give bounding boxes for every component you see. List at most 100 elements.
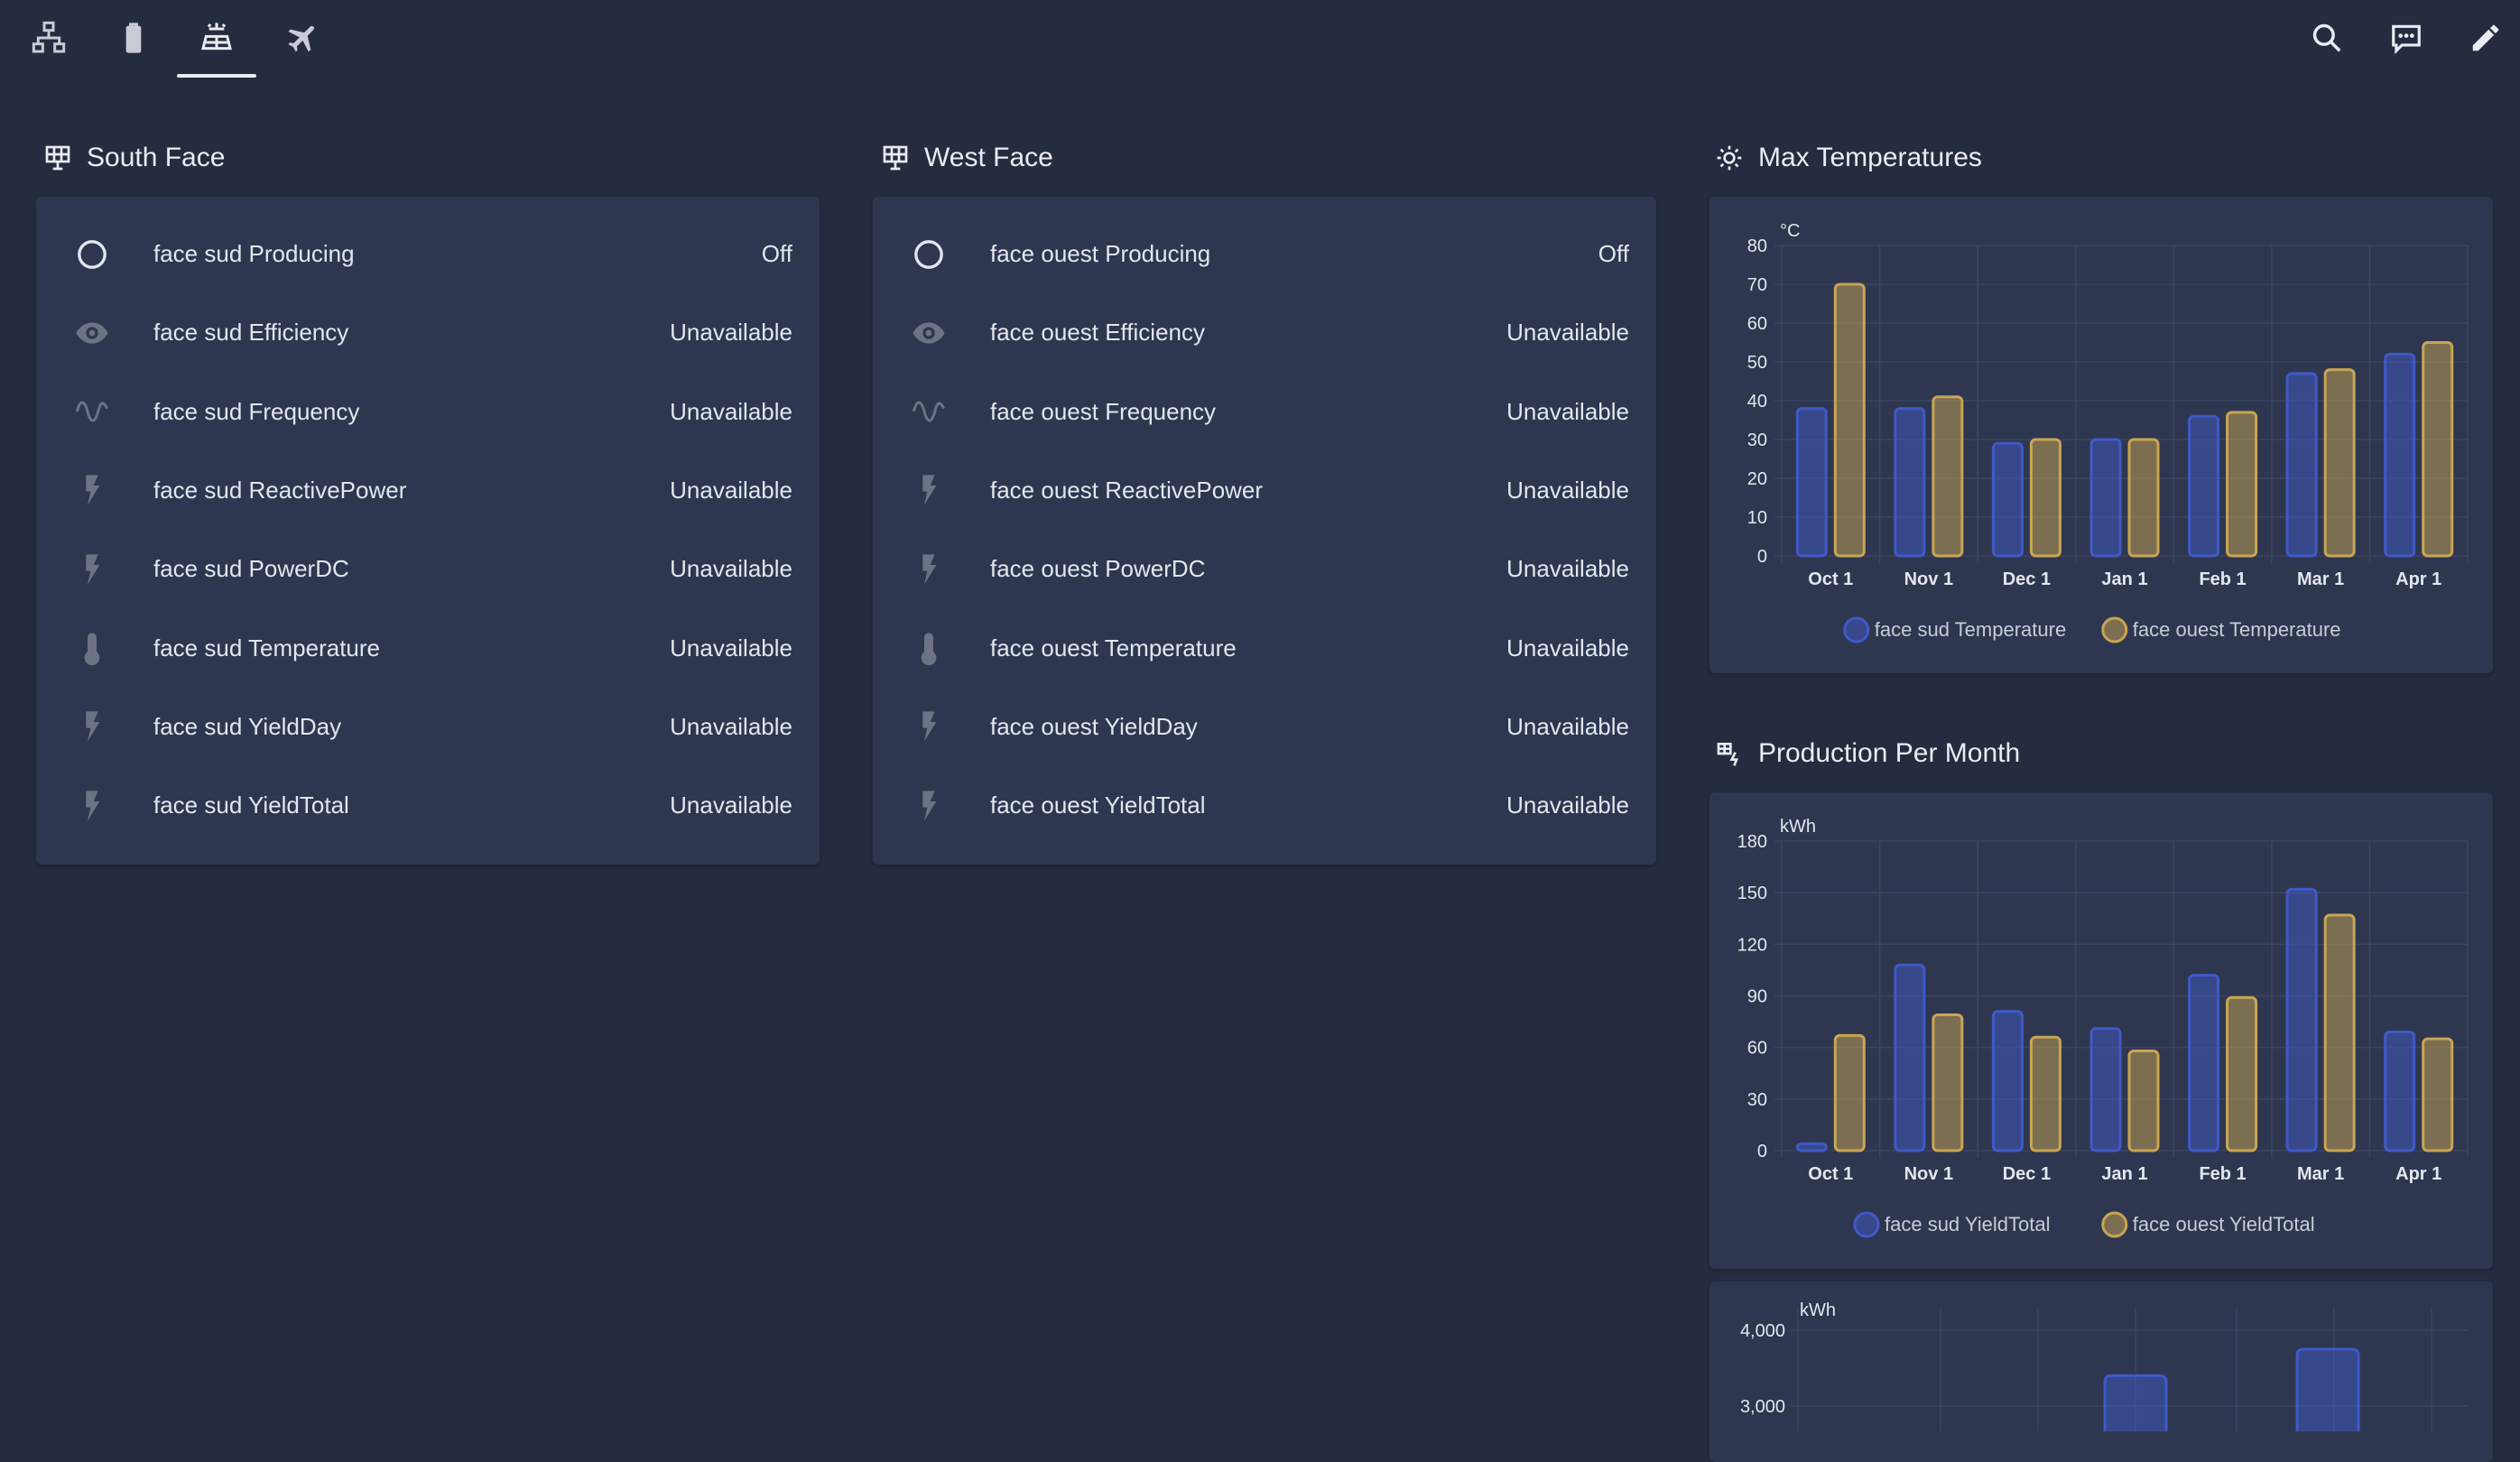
entity-row[interactable]: face ouest PowerDC Unavailable [873,530,1656,608]
legend-swatch [2101,1211,2128,1238]
bar [1932,395,1964,558]
west-face-title: West Face [881,143,1053,173]
entity-name: face ouest PowerDC [990,555,1206,583]
search-button[interactable] [2302,13,2352,63]
x-tick-label: Oct 1 [1808,1164,1853,1184]
entity-row[interactable]: face ouest YieldTotal Unavailable [873,766,1656,845]
x-tick-label: Mar 1 [2297,569,2344,589]
west-face-card: face ouest Producing Off face ouest Effici… [873,197,1656,865]
y-tick-label: 30 [1747,430,1767,450]
legend-swatch [1853,1211,1880,1238]
bar [1833,282,1866,558]
flash-icon [72,707,112,746]
flash-icon [72,550,112,589]
unit-label: °C [1780,221,1800,241]
legend-label: face sud YieldTotal [1885,1213,2050,1235]
entity-state: Unavailable [670,791,792,819]
entity-name: face ouest Temperature [990,634,1237,662]
bar [2226,411,2258,558]
y-tick-label: 50 [1747,353,1767,373]
entity-row[interactable]: face ouest Producing Off [873,215,1656,293]
bar [1795,407,1828,558]
south-face-title: South Face [43,143,225,173]
tab-airplane[interactable] [274,13,332,63]
comment-icon [2392,24,2421,55]
bar [2422,1037,2454,1152]
entity-row[interactable]: face sud Temperature Unavailable [36,609,820,688]
bar [2089,1027,2122,1152]
entity-name: face sud YieldTotal [153,791,349,819]
eye-icon [909,313,949,353]
entity-row[interactable]: face sud YieldDay Unavailable [36,688,820,766]
search-icon [2312,23,2341,52]
temperature-chart: °C 0 10 20 30 40 50 60 70 80 Oct 1 Nov 1 Dec 1 Jan 1 F… [1747,221,2469,643]
entity-state: Unavailable [1506,791,1629,819]
entity-name: face sud YieldDay [153,712,342,740]
bar [1991,441,2024,558]
temperature-chart-card: °C 0 10 20 30 40 50 60 70 80 Oct 1 Nov 1 Dec 1 Jan 1 F… [1709,197,2493,673]
entity-state: Unavailable [1506,476,1629,504]
bar [2384,352,2416,558]
top-toolbar [0,0,2520,81]
x-tick-label: Feb 1 [2199,569,2246,589]
entity-row[interactable]: face sud Producing Off [36,215,820,293]
sine-wave-icon [909,392,949,431]
y-tick-label: 40 [1747,392,1767,412]
bar [1795,1142,1828,1152]
entity-row[interactable]: face sud PowerDC Unavailable [36,530,820,608]
battery-icon [125,23,142,53]
x-tick-label: Nov 1 [1904,1164,1953,1184]
sun-thermometer-icon [1717,145,1742,171]
tab-network[interactable] [20,13,78,63]
edit-button[interactable] [2460,13,2511,63]
tab-battery[interactable] [105,13,162,63]
circle-outline-icon [909,235,949,274]
y-tick-label: 0 [1757,1142,1767,1161]
x-tick-label: Dec 1 [2003,569,2051,589]
circle-outline-icon [72,235,112,274]
entity-row[interactable]: face sud Frequency Unavailable [36,373,820,451]
entity-state: Unavailable [670,555,792,583]
bar [2188,414,2220,558]
bar [2089,438,2122,558]
entity-row[interactable]: face sud ReactivePower Unavailable [36,451,820,530]
bar [1833,1033,1866,1152]
entity-row[interactable]: face ouest Temperature Unavailable [873,609,1656,688]
legend-swatch [1843,616,1870,643]
entity-name: face sud Producing [153,240,355,267]
flash-icon [909,786,949,826]
entity-row[interactable]: face ouest Efficiency Unavailable [873,293,1656,372]
eye-icon [72,313,112,353]
x-tick-label: Nov 1 [1904,569,1953,589]
entity-name: face ouest Efficiency [990,319,1205,347]
bar [1991,1010,2024,1152]
entity-state: Unavailable [670,476,792,504]
tab-solar[interactable] [177,13,256,78]
entity-name: face sud Temperature [153,634,380,662]
entity-state: Unavailable [1506,555,1629,583]
bar [2323,913,2356,1152]
entity-name: face sud Efficiency [153,319,349,347]
comment-button[interactable] [2381,13,2432,63]
entity-state: Unavailable [1506,397,1629,425]
flash-icon [72,470,112,510]
entity-row[interactable]: face ouest Frequency Unavailable [873,373,1656,451]
bar [2188,974,2220,1152]
production-per-month-title: Production Per Month [1715,738,2020,769]
y-tick-label: 150 [1737,884,1767,903]
entity-row[interactable]: face sud Efficiency Unavailable [36,293,820,372]
entity-state: Unavailable [1506,712,1629,740]
entity-state: Off [761,240,792,267]
y-tick-label: 80 [1747,236,1767,256]
y-tick-label: 0 [1757,547,1767,567]
thermometer-icon [72,628,112,668]
entity-row[interactable]: face sud YieldTotal Unavailable [36,766,820,845]
solar-power-icon [201,23,232,51]
x-tick-label: Dec 1 [2003,1164,2051,1184]
bar [2422,341,2454,558]
entity-row[interactable]: face ouest ReactivePower Unavailable [873,451,1656,530]
entity-row[interactable]: face ouest YieldDay Unavailable [873,688,1656,766]
entity-state: Unavailable [1506,319,1629,347]
x-tick-label: Oct 1 [1808,569,1853,589]
flash-icon [909,550,949,589]
